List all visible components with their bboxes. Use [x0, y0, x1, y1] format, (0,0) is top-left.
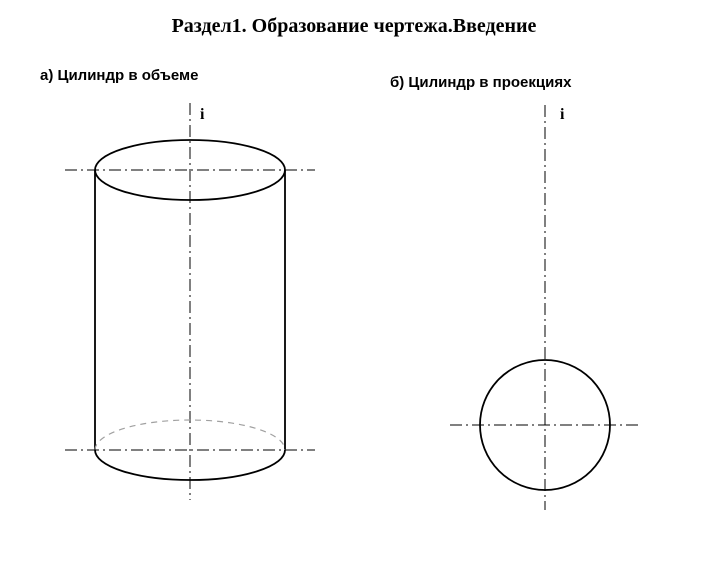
page-title: Раздел1. Образование чертежа.Введение: [0, 15, 708, 38]
cylinder-projection: [450, 105, 640, 510]
label-b: б) Цилиндр в проекциях: [390, 74, 571, 91]
axis-label-a: i: [200, 106, 204, 124]
label-a: а) Цилиндр в объеме: [40, 67, 198, 84]
cylinder-3d: [65, 103, 315, 500]
axis-label-b: i: [560, 106, 564, 124]
diagram-svg: [0, 0, 708, 565]
